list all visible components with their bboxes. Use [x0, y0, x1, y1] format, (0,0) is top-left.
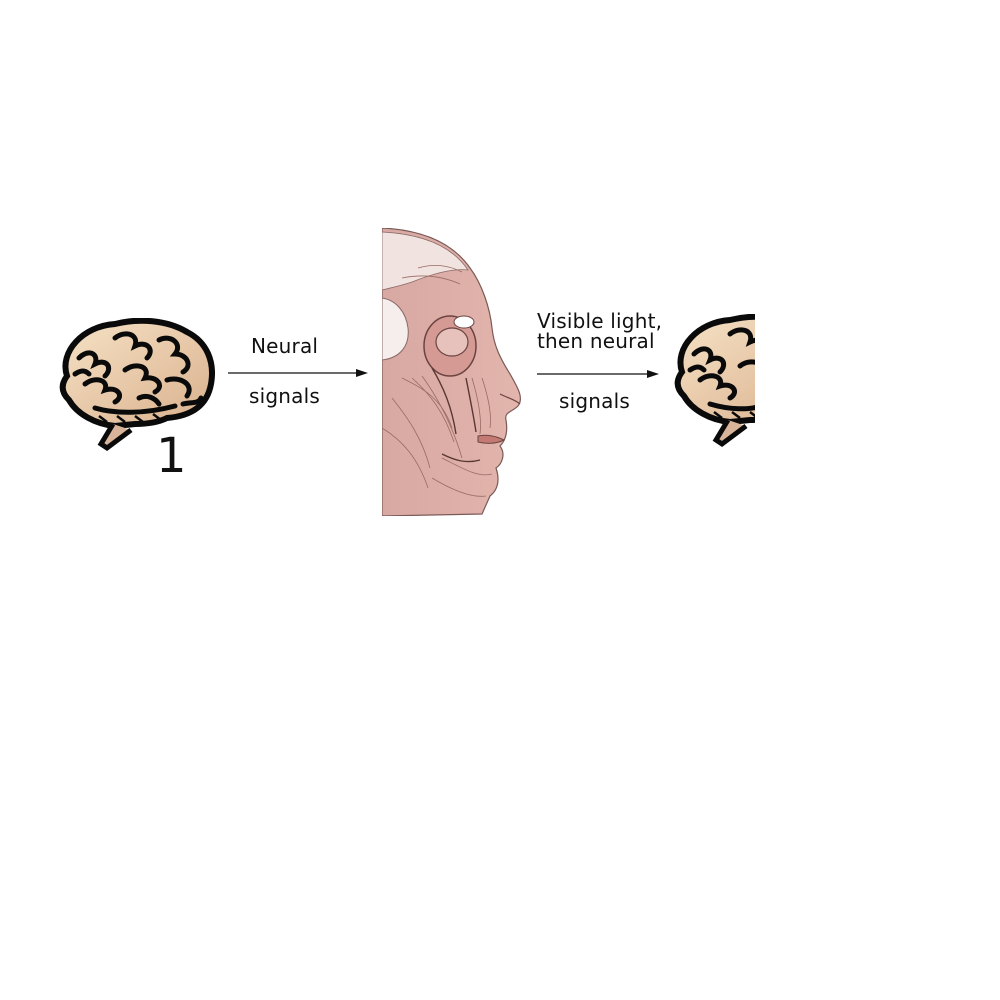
arrow-label-line-2: signals [249, 384, 320, 408]
arrow-left [228, 367, 370, 379]
arrow-right-label-line-3: signals [559, 389, 630, 413]
brain-illustration-right [670, 314, 755, 449]
brain-number-label: 1 [156, 428, 187, 484]
arrow-label-line-1: Neural [251, 334, 319, 358]
arrow-right-label-line-2: then neural [537, 329, 655, 353]
arrow-right [537, 368, 661, 380]
arrow-right-label-line-1: Visible light, [537, 309, 663, 333]
facial-muscles-illustration [382, 228, 532, 516]
brain-illustration-left [55, 318, 215, 453]
